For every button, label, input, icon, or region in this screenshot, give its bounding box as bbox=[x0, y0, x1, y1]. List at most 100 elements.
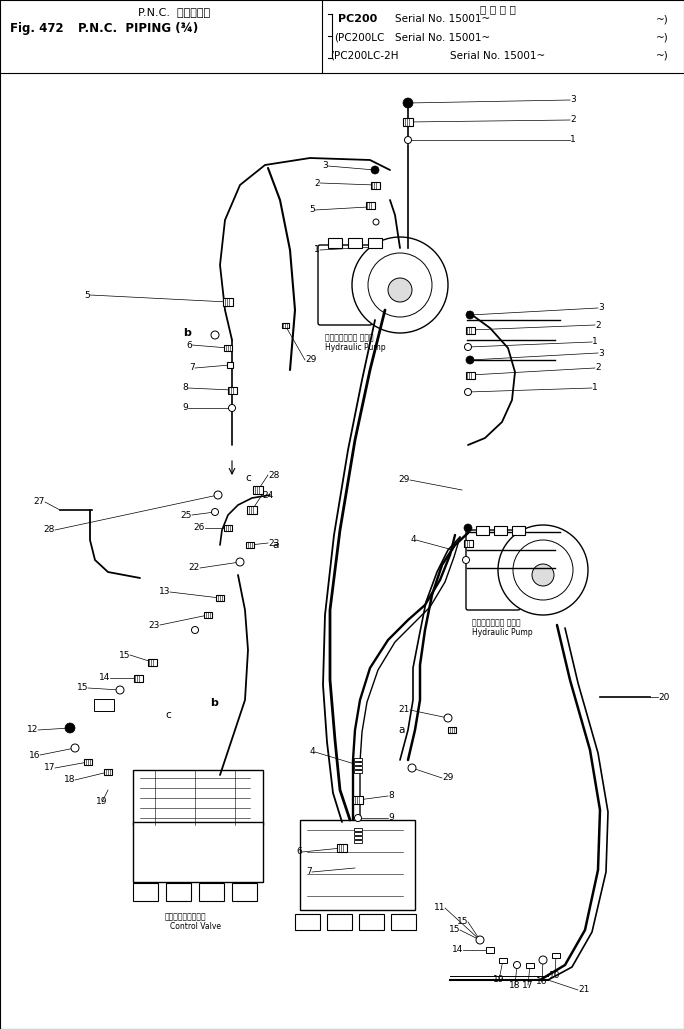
Text: 15: 15 bbox=[77, 683, 88, 693]
Text: 18: 18 bbox=[510, 981, 521, 990]
Text: (PC200LC-2H: (PC200LC-2H bbox=[330, 51, 399, 61]
Circle shape bbox=[404, 137, 412, 143]
Text: 3: 3 bbox=[598, 304, 604, 313]
Text: 2: 2 bbox=[570, 115, 576, 125]
Text: a: a bbox=[272, 540, 278, 549]
Bar bbox=[227, 362, 233, 368]
Bar bbox=[104, 769, 112, 775]
Text: 13: 13 bbox=[159, 588, 170, 597]
Bar bbox=[295, 914, 319, 930]
Circle shape bbox=[408, 764, 416, 772]
Bar bbox=[448, 728, 456, 733]
Bar bbox=[354, 840, 362, 843]
Bar bbox=[348, 238, 362, 248]
Circle shape bbox=[116, 686, 124, 694]
Bar bbox=[84, 759, 92, 765]
Circle shape bbox=[65, 723, 75, 733]
Circle shape bbox=[498, 525, 588, 615]
Bar bbox=[223, 298, 233, 306]
Circle shape bbox=[354, 815, 362, 821]
Bar bbox=[368, 238, 382, 248]
Text: P.N.C.  ハイピング: P.N.C. ハイピング bbox=[138, 7, 210, 17]
Bar bbox=[493, 526, 506, 534]
Text: 10: 10 bbox=[549, 970, 561, 980]
Text: Serial No. 15001~: Serial No. 15001~ bbox=[450, 51, 545, 61]
Circle shape bbox=[352, 237, 448, 333]
Text: 25: 25 bbox=[181, 510, 192, 520]
Bar bbox=[526, 962, 534, 967]
Text: 26: 26 bbox=[194, 524, 205, 532]
Bar bbox=[224, 525, 232, 531]
Bar bbox=[371, 181, 380, 188]
Text: 3: 3 bbox=[322, 162, 328, 171]
Bar bbox=[466, 371, 475, 379]
FancyBboxPatch shape bbox=[466, 530, 520, 610]
Circle shape bbox=[368, 253, 432, 317]
Bar bbox=[216, 595, 224, 601]
Bar bbox=[475, 526, 488, 534]
Text: 23: 23 bbox=[268, 538, 279, 547]
Circle shape bbox=[71, 744, 79, 752]
Text: 3: 3 bbox=[570, 96, 576, 105]
Text: ~): ~) bbox=[656, 14, 669, 24]
Text: b: b bbox=[210, 698, 218, 708]
Text: 17: 17 bbox=[44, 764, 55, 773]
Text: 27: 27 bbox=[34, 497, 45, 506]
Text: 2: 2 bbox=[595, 363, 601, 372]
Text: 16: 16 bbox=[536, 978, 548, 987]
Text: 15: 15 bbox=[449, 925, 460, 934]
Circle shape bbox=[514, 961, 521, 968]
Bar bbox=[354, 827, 362, 830]
Text: 28: 28 bbox=[268, 470, 279, 480]
Bar bbox=[133, 674, 142, 681]
Text: 2: 2 bbox=[595, 320, 601, 329]
Circle shape bbox=[462, 557, 469, 564]
Bar bbox=[354, 836, 362, 839]
Text: 4: 4 bbox=[309, 747, 315, 756]
Bar bbox=[133, 770, 263, 825]
Text: c: c bbox=[245, 473, 251, 483]
Bar bbox=[354, 761, 362, 765]
Bar bbox=[94, 699, 114, 711]
Text: 29: 29 bbox=[305, 355, 317, 364]
Text: ハイドロリック ポンプ: ハイドロリック ポンプ bbox=[472, 618, 521, 627]
Bar bbox=[326, 914, 352, 930]
Text: 16: 16 bbox=[29, 750, 40, 759]
Text: 4: 4 bbox=[410, 535, 416, 544]
Text: 9: 9 bbox=[388, 814, 394, 822]
Text: 1: 1 bbox=[314, 246, 320, 254]
Text: Fig. 472: Fig. 472 bbox=[10, 22, 64, 35]
Bar bbox=[403, 118, 413, 126]
Bar bbox=[166, 883, 191, 901]
Text: ハイドロリック ポンプ: ハイドロリック ポンプ bbox=[325, 333, 373, 342]
Bar bbox=[512, 526, 525, 534]
Circle shape bbox=[513, 540, 573, 600]
Bar bbox=[391, 914, 415, 930]
Text: ~): ~) bbox=[656, 51, 669, 61]
Text: 1: 1 bbox=[592, 338, 598, 347]
Bar bbox=[300, 820, 415, 910]
Bar bbox=[354, 757, 362, 760]
Bar bbox=[282, 322, 289, 327]
Text: 適 用 号 機: 適 用 号 機 bbox=[480, 4, 516, 14]
Circle shape bbox=[464, 389, 471, 395]
Text: Control Valve: Control Valve bbox=[170, 922, 221, 931]
Bar bbox=[148, 659, 157, 666]
Text: 6: 6 bbox=[296, 848, 302, 856]
Circle shape bbox=[214, 491, 222, 499]
Bar bbox=[247, 506, 257, 514]
Bar bbox=[354, 831, 362, 835]
Bar bbox=[198, 883, 224, 901]
Bar bbox=[133, 822, 263, 882]
Circle shape bbox=[192, 627, 198, 634]
Bar bbox=[358, 914, 384, 930]
Text: 15: 15 bbox=[118, 650, 130, 660]
Text: 6: 6 bbox=[186, 341, 192, 350]
Bar bbox=[133, 883, 157, 901]
Text: 9: 9 bbox=[182, 403, 188, 413]
Circle shape bbox=[466, 311, 474, 319]
Bar bbox=[464, 539, 473, 546]
Text: 29: 29 bbox=[399, 475, 410, 485]
Circle shape bbox=[539, 956, 547, 964]
Text: 29: 29 bbox=[442, 774, 453, 782]
